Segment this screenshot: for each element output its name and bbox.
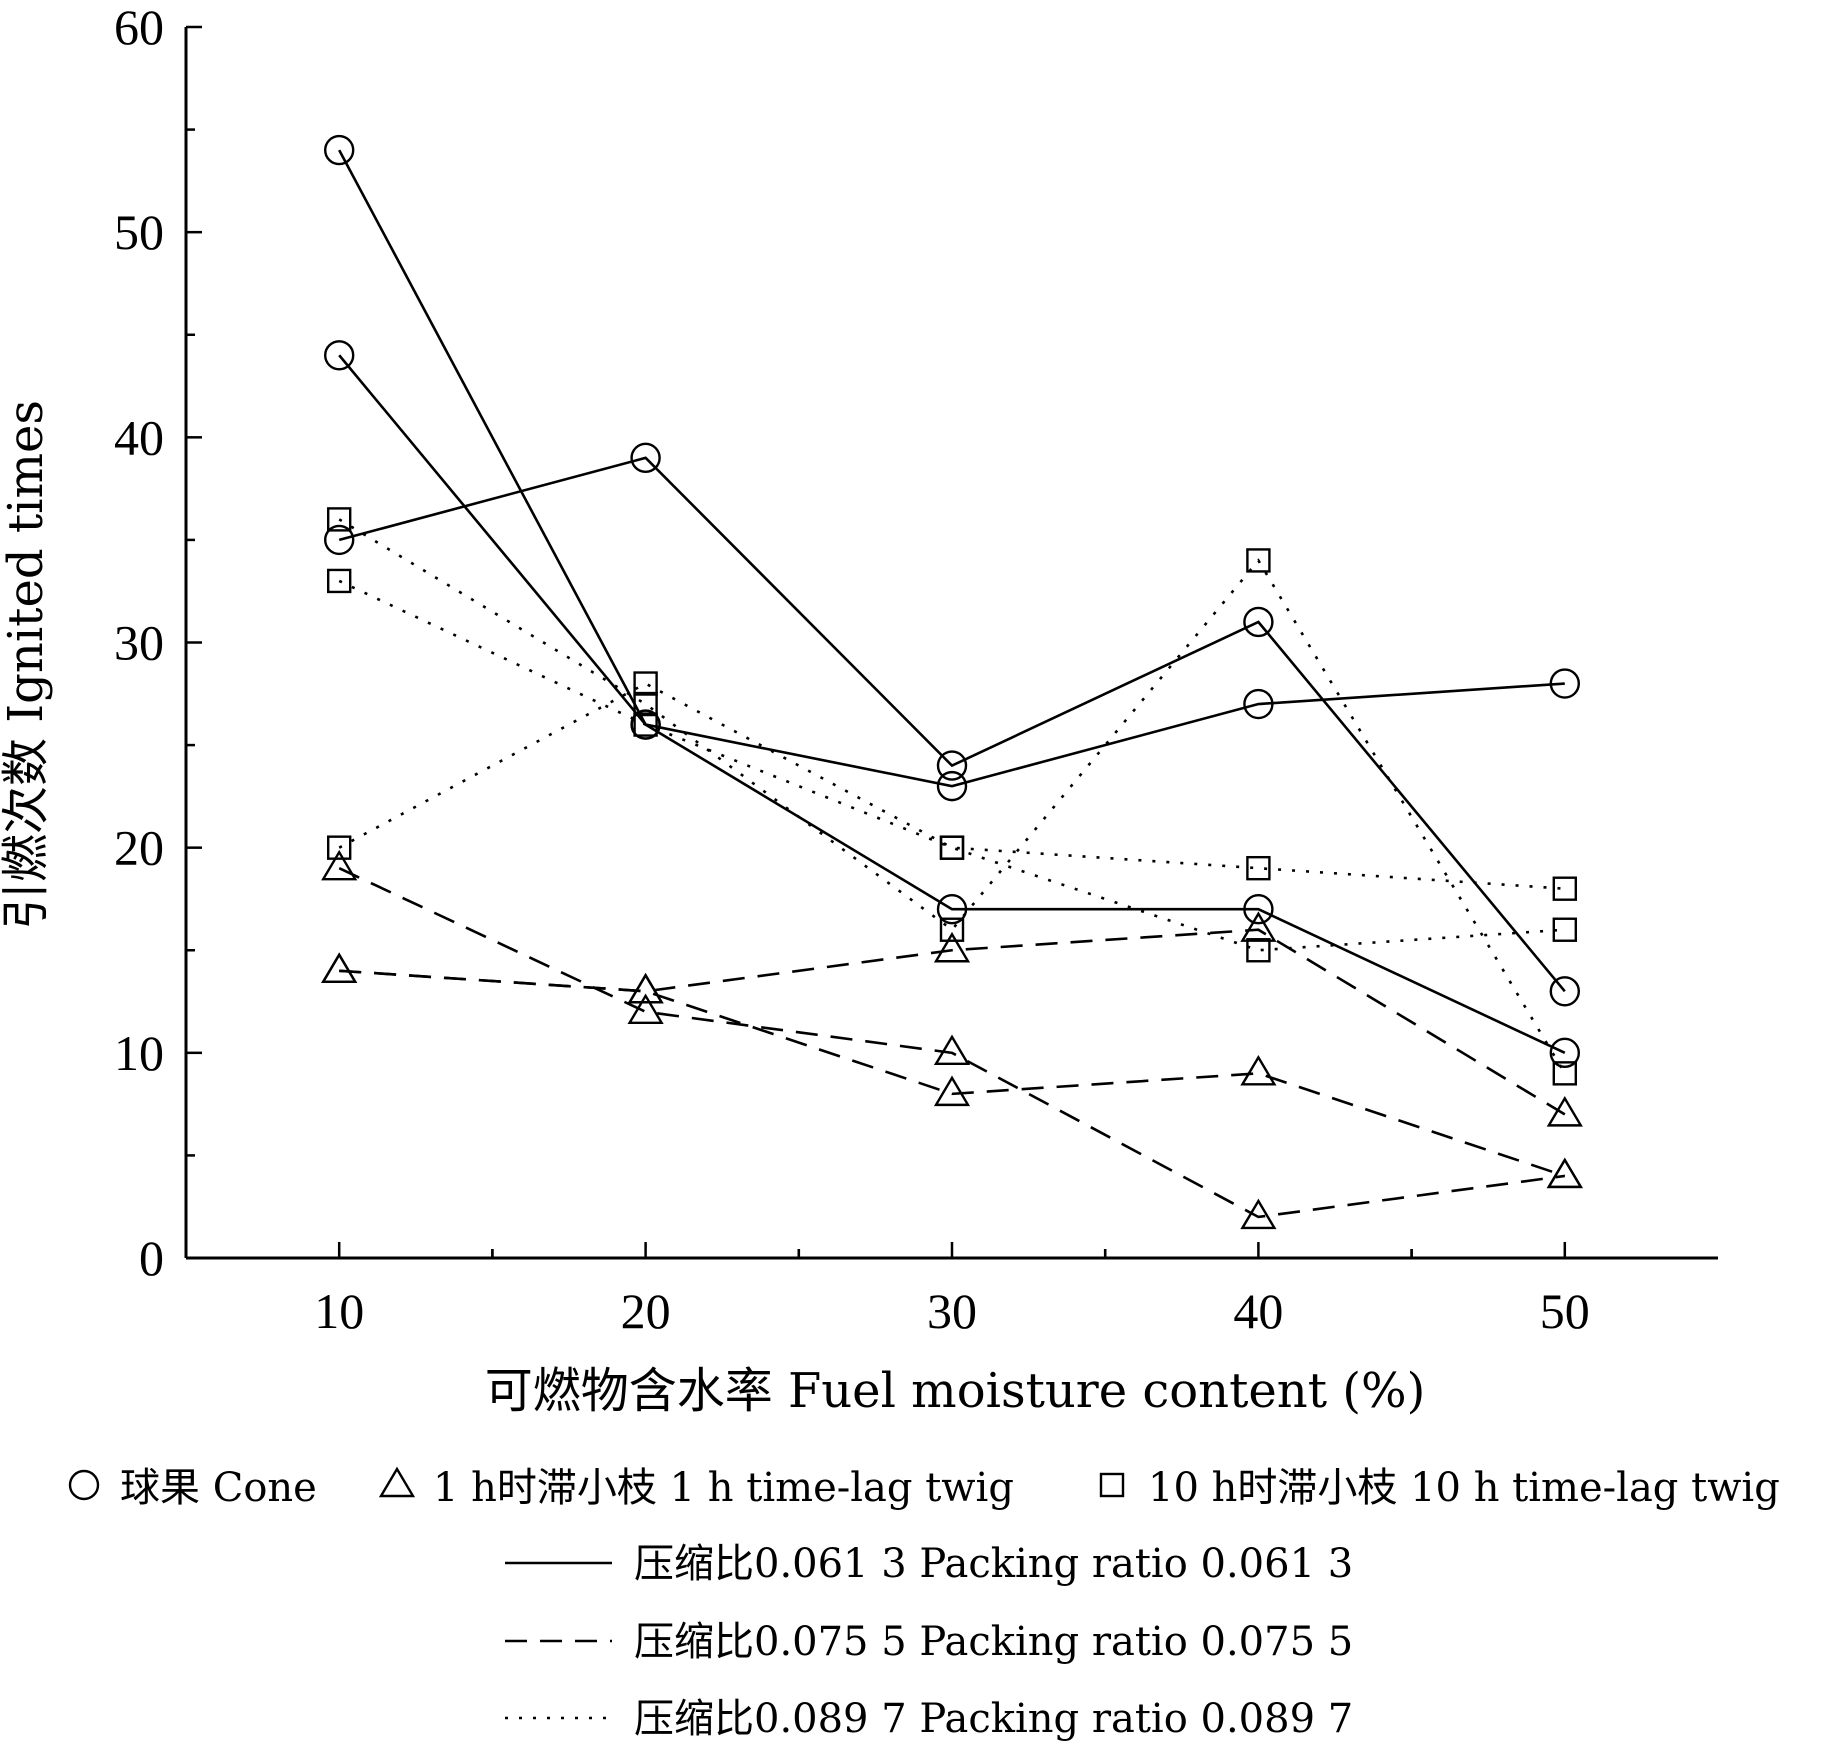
x-tick-label: 40 [1233,1283,1283,1339]
data-point [1240,1198,1277,1230]
series-line [338,518,1566,1075]
data-point [936,894,968,925]
y-tick-label: 60 [114,0,164,55]
series-layer [321,134,1583,1230]
legend-item-10h_twig: 10 h时滞小枝 10 h time-lag twig [1099,1465,1780,1511]
legend-line-0.0897: 压缩比0.089 7 Packing ratio 0.089 7 [505,1696,1353,1742]
series-cone-2 [324,340,1581,1069]
x-ticks: 10 20 30 40 50 [314,1242,1590,1339]
data-point [627,993,664,1024]
legend-marker [378,1466,416,1498]
legend-marker [1099,1472,1125,1498]
y-ticks: 0 10 20 30 40 50 60 [114,0,202,1286]
y-tick-label: 10 [114,1025,164,1081]
data-point [936,750,968,781]
x-tick-label: 10 [314,1283,364,1339]
data-point [1549,668,1581,699]
x-axis-title: 可燃物含水率 Fuel moisture content (%) [485,1363,1426,1419]
series-line [338,456,1566,993]
data-point [324,340,355,371]
data-point [1552,917,1578,942]
data-point [1552,876,1578,901]
data-point [1549,976,1581,1007]
legend-label: 压缩比0.089 7 Packing ratio 0.089 7 [634,1696,1353,1742]
data-point [933,1034,971,1066]
data-point [1246,938,1271,963]
series-line [338,867,1565,1219]
data-point [1549,1037,1581,1069]
legend: 球果 Cone 1 h时滞小枝 1 h time-lag twig 10 h时滞小枝… [68,1465,1780,1742]
legend-label: 压缩比0.061 3 Packing ratio 0.061 3 [634,1541,1353,1587]
data-point [1240,1054,1277,1086]
series-line [339,969,1566,1178]
data-point [321,849,358,881]
data-point [324,134,355,166]
data-point [1546,1157,1583,1189]
series-1h_twig-6 [321,911,1583,1127]
legend-label: 压缩比0.075 5 Packing ratio 0.075 5 [634,1619,1353,1665]
data-point [327,507,352,532]
data-point [1246,855,1271,881]
data-point [939,917,965,942]
data-point [933,931,971,963]
series-10h_twig-7 [327,507,1578,1086]
legend-marker [68,1469,100,1501]
y-tick-label: 20 [114,820,164,876]
data-point [633,671,658,696]
data-point [321,952,358,983]
y-axis-title: 引燃次数 Ignited times [0,400,54,930]
legend-markers-row: 球果 Cone 1 h时滞小枝 1 h time-lag twig 10 h时滞小枝… [68,1465,1780,1511]
data-point [633,691,658,717]
data-point [633,712,658,737]
data-point [933,1075,971,1107]
legend-line-0.0755: 压缩比0.075 5 Packing ratio 0.075 5 [505,1619,1353,1665]
data-point [630,709,661,740]
legend-label: 1 h时滞小枝 1 h time-lag twig [433,1465,1014,1511]
legend-label: 球果 Cone [120,1465,317,1511]
data-point [936,770,968,802]
x-tick-label: 50 [1540,1283,1590,1339]
x-tick-label: 20 [621,1283,671,1339]
legend-item-1h_twig: 1 h时滞小枝 1 h time-lag twig [378,1465,1014,1511]
data-point [1546,1157,1583,1189]
y-tick-label: 50 [114,204,164,260]
data-point [321,952,358,983]
data-point [1243,606,1274,638]
data-point [1552,1061,1578,1086]
data-point [630,442,661,474]
series-line [338,149,1565,788]
axes [184,27,1718,1260]
y-tick-label: 40 [114,409,164,465]
y-tick-label: 0 [139,1230,164,1286]
y-tick-label: 30 [114,615,164,671]
series-cone-3 [324,442,1581,1007]
data-point [324,524,355,556]
data-point [1240,911,1277,942]
legend-item-cone: 球果 Cone [68,1465,317,1511]
data-point [327,568,352,594]
legend-line-styles: 压缩比0.061 3 Packing ratio 0.061 3 压缩比0.075… [505,1541,1353,1742]
data-point [627,972,664,1004]
data-point [1546,1096,1583,1127]
legend-line-0.0613: 压缩比0.061 3 Packing ratio 0.061 3 [505,1541,1353,1587]
series-cone-1 [324,134,1581,802]
data-point [939,835,965,860]
data-point [1243,894,1274,925]
data-point [1243,688,1274,720]
series-line [338,579,1565,952]
series-line [338,354,1566,1055]
legend-label: 10 h时滞小枝 10 h time-lag twig [1148,1465,1780,1511]
series-line [339,928,1566,1116]
series-1h_twig-5 [321,952,1583,1189]
data-point [1246,548,1271,573]
series-10h_twig-9 [327,671,1578,901]
x-tick-label: 30 [927,1283,977,1339]
data-point [327,835,352,860]
series-10h_twig-8 [327,568,1578,963]
